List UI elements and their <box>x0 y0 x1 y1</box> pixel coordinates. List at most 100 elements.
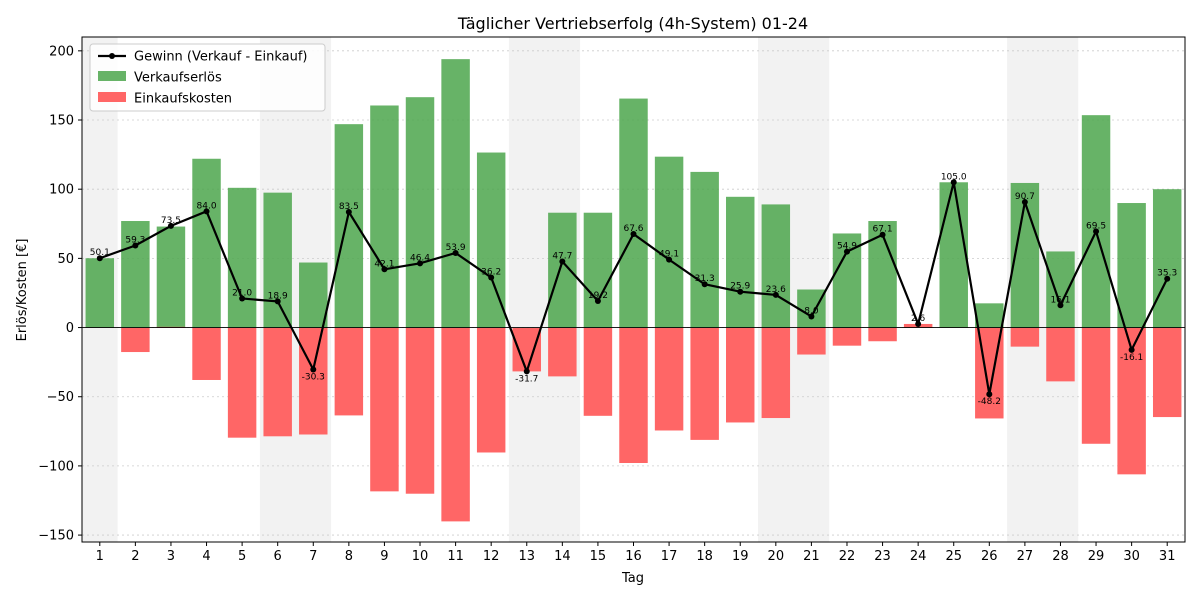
profit-point <box>737 288 744 295</box>
profit-point <box>701 281 708 288</box>
x-tick-label: 6 <box>274 549 282 564</box>
plot-frame <box>81 36 1186 543</box>
sales-bar <box>370 105 399 328</box>
profit-data-label: 31.3 <box>695 274 715 284</box>
x-tick-label: 8 <box>345 549 353 564</box>
x-tick-label: 5 <box>238 549 246 564</box>
y-tick-label: 0 <box>66 321 74 336</box>
y-tick-label: 50 <box>57 252 74 267</box>
profit-data-label: -30.3 <box>302 372 325 382</box>
profit-data-label: 73.5 <box>161 216 181 226</box>
profit-point <box>1164 275 1171 282</box>
profit-point <box>274 298 281 305</box>
profit-data-label: 84.0 <box>197 201 217 211</box>
x-axis-label: Tag <box>621 571 644 586</box>
profit-point <box>666 256 673 263</box>
sales-bar <box>1081 115 1111 328</box>
cost-bar <box>405 327 435 494</box>
cost-bar <box>868 327 897 342</box>
weekend-band <box>508 37 545 542</box>
cost-bar <box>654 327 684 431</box>
cost-bar <box>726 327 755 423</box>
cost-bar <box>797 327 826 355</box>
cost-bar <box>583 327 613 416</box>
profit-point <box>879 231 886 238</box>
profit-point <box>772 291 779 298</box>
y-axis-label: Erlös/Kosten [€] <box>15 239 30 342</box>
sales-bar <box>939 182 968 328</box>
profit-data-label: 69.5 <box>1086 221 1106 231</box>
sales-bar <box>192 158 221 328</box>
cost-bar <box>476 327 506 453</box>
legend-swatch-cost <box>98 92 126 102</box>
x-tick-label: 19 <box>732 549 749 564</box>
sales-bar <box>1046 251 1075 328</box>
cost-bar <box>690 327 719 440</box>
profit-point <box>630 231 637 238</box>
sales-bar <box>85 258 115 328</box>
x-tick-label: 20 <box>768 549 785 564</box>
sales-bar <box>227 187 257 328</box>
sales-bar <box>263 192 292 328</box>
profit-data-label: 105.0 <box>941 172 967 182</box>
profit-data-label: 42.1 <box>374 259 394 269</box>
profit-point <box>132 242 139 249</box>
sales-bar <box>405 97 435 328</box>
profit-point <box>239 295 246 302</box>
cost-bar <box>263 327 292 437</box>
x-tick-label: 23 <box>874 549 891 564</box>
y-tick-label: −50 <box>47 390 74 405</box>
profit-data-label: 2.6 <box>911 314 926 324</box>
x-tick-label: 12 <box>483 549 500 564</box>
profit-data-label: 83.5 <box>339 202 359 212</box>
cost-bar <box>512 327 541 372</box>
cost-bar <box>121 327 150 353</box>
x-tick-label: 29 <box>1088 549 1105 564</box>
profit-point <box>167 222 174 229</box>
x-tick-label: 16 <box>625 549 642 564</box>
profit-data-label: 50.1 <box>90 248 110 258</box>
sales-bar <box>726 196 755 328</box>
cost-bar <box>1081 327 1111 444</box>
profit-point <box>1021 199 1028 206</box>
cost-bar <box>334 327 364 416</box>
sales-bar <box>975 303 1004 328</box>
profit-point <box>381 266 388 273</box>
x-tick-label: 17 <box>661 549 678 564</box>
plot-area: −150 −100 −50 0 50 100 150 200 50.1 59.3 73.5 84.0 2… <box>38 36 1186 564</box>
legend-line-marker <box>109 53 115 59</box>
profit-data-label: 21.0 <box>232 288 252 298</box>
cost-bar <box>761 327 791 419</box>
sales-bar <box>548 212 577 328</box>
sales-bar <box>690 171 719 328</box>
x-tick-label: 15 <box>590 549 607 564</box>
chart-title: Täglicher Vertriebserfolg (4h-System) 01… <box>457 14 808 33</box>
profit-data-label: 53.9 <box>446 243 466 253</box>
legend-swatch-sales <box>98 71 126 81</box>
x-tick-label: 13 <box>518 549 535 564</box>
legend-label-cost: Einkaufskosten <box>134 92 232 107</box>
y-tick-label: 150 <box>49 114 74 129</box>
cost-bar <box>441 327 470 522</box>
legend-label-sales: Verkaufserlös <box>134 71 222 86</box>
profit-point <box>559 258 566 265</box>
profit-data-label: -31.7 <box>515 374 538 384</box>
profit-data-label: 67.6 <box>623 224 643 234</box>
profit-data-label: 36.2 <box>481 267 501 277</box>
profit-data-label: 25.9 <box>730 282 750 292</box>
cost-bar <box>619 327 648 463</box>
profit-point <box>452 249 459 256</box>
cost-bar <box>832 327 862 346</box>
profit-point <box>915 320 922 327</box>
cost-bar <box>370 327 399 492</box>
y-tick-label: 100 <box>49 183 74 198</box>
cost-bar <box>548 327 577 377</box>
cost-bar <box>1046 327 1075 382</box>
profit-data-label: -48.2 <box>978 397 1001 407</box>
profit-point <box>1093 228 1100 235</box>
profit-data-label: 49.1 <box>659 250 679 260</box>
profit-data-label: 54.9 <box>837 242 857 252</box>
cost-bar <box>227 327 257 438</box>
x-tick-label: 21 <box>803 549 820 564</box>
